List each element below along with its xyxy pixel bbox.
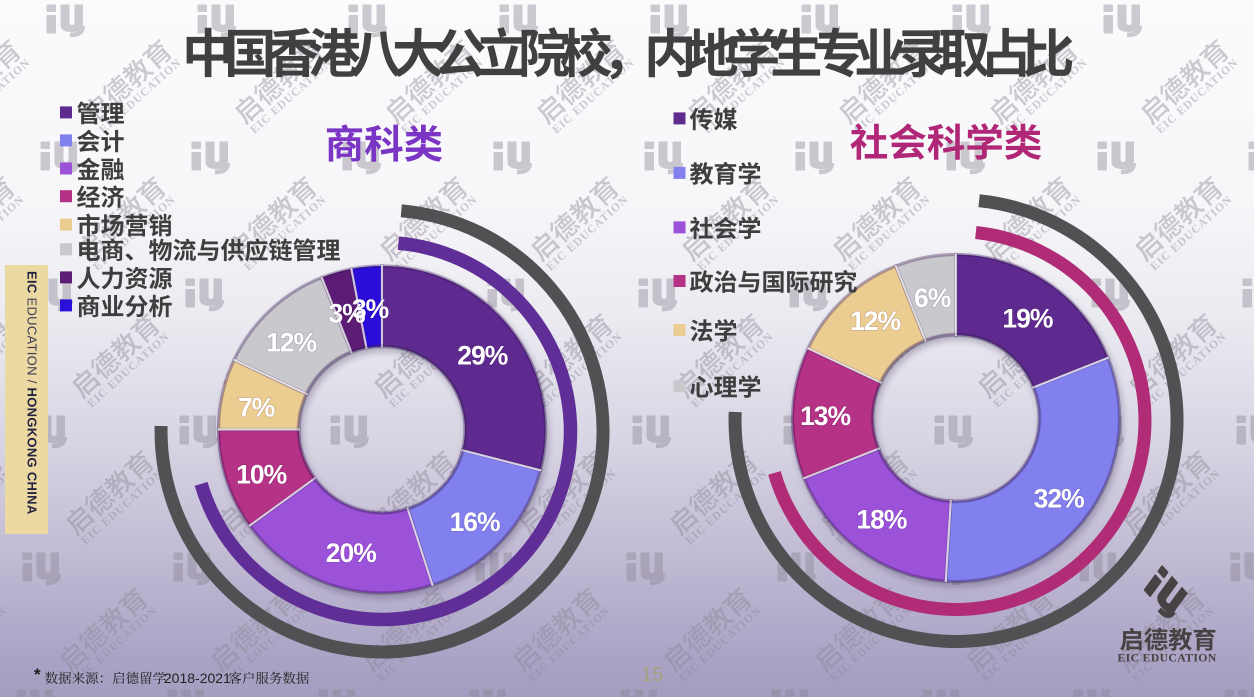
svg-text:16%: 16% xyxy=(450,507,500,537)
svg-text:13%: 13% xyxy=(800,401,850,431)
svg-text:7%: 7% xyxy=(238,393,275,423)
svg-text:EIC EDUCATION: EIC EDUCATION xyxy=(1117,651,1216,665)
svg-text:12%: 12% xyxy=(850,306,900,336)
svg-text:32%: 32% xyxy=(1034,483,1084,513)
svg-text:12%: 12% xyxy=(266,328,316,358)
svg-text:6%: 6% xyxy=(914,283,951,313)
svg-text:EIC EDUCATION / HONGKONG CHINA: EIC EDUCATION / HONGKONG CHINA xyxy=(25,271,40,515)
svg-text:15: 15 xyxy=(641,664,663,686)
svg-text:19%: 19% xyxy=(1002,304,1052,334)
svg-text:29%: 29% xyxy=(457,340,507,370)
svg-text:20%: 20% xyxy=(326,538,376,568)
svg-text:10%: 10% xyxy=(236,460,286,490)
svg-text:*: * xyxy=(34,665,41,684)
svg-text:2018-2021: 2018-2021 xyxy=(164,670,231,686)
svg-text:3%: 3% xyxy=(328,298,365,328)
svg-text:18%: 18% xyxy=(856,505,906,535)
svg-text:3%: 3% xyxy=(352,294,389,324)
